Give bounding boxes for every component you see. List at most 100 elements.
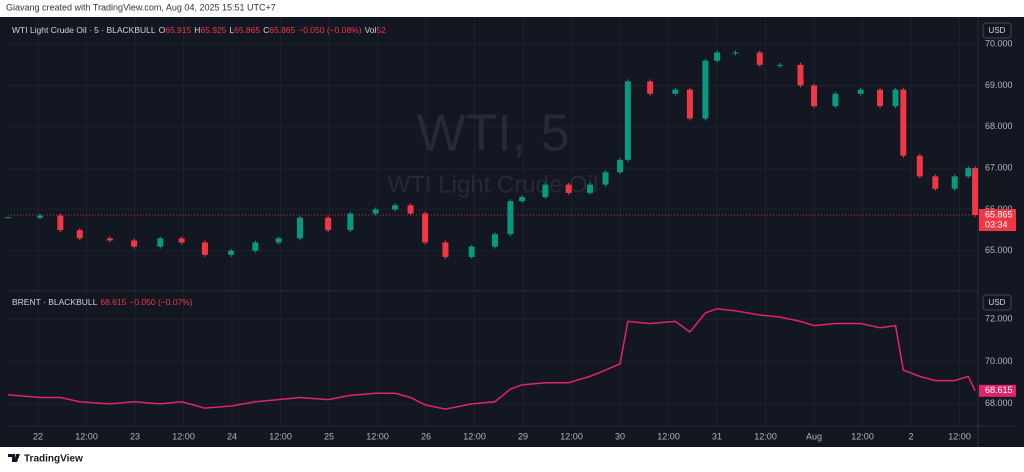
candle xyxy=(672,89,679,94)
candle xyxy=(519,197,526,202)
candle xyxy=(542,184,549,198)
x-tick-label: 12:00 xyxy=(560,431,583,441)
x-tick-label: 26 xyxy=(421,431,431,441)
last-price-tag xyxy=(979,209,1016,232)
candle xyxy=(252,242,259,251)
legend-name: BRENT · BLACKBULL xyxy=(12,297,98,307)
brand: TradingView xyxy=(24,454,83,465)
currency: USD xyxy=(989,298,1006,307)
candle xyxy=(392,205,399,210)
legend-value: 65.915 xyxy=(165,25,191,35)
legend-value: 65.925 xyxy=(200,25,226,35)
candle xyxy=(275,238,282,243)
legend-key: L xyxy=(229,25,234,35)
x-tick-label: 12:00 xyxy=(366,431,389,441)
candle xyxy=(756,52,763,65)
legend-value: 65.865 xyxy=(269,25,295,35)
candle xyxy=(602,172,609,185)
x-tick-label: 30 xyxy=(615,431,625,441)
candle xyxy=(702,60,709,119)
candle xyxy=(106,238,113,241)
legend: WTI Light Crude Oil · 5 · BLACKBULL O65.9… xyxy=(12,25,386,35)
x-tick-label: 22 xyxy=(33,431,43,441)
currency-button xyxy=(982,294,1012,311)
x-tick-label: 31 xyxy=(712,431,722,441)
candle xyxy=(201,242,208,255)
x-tick-label: 12:00 xyxy=(851,431,874,441)
legend-key: C xyxy=(263,25,269,35)
x-tick-label: 12:00 xyxy=(754,431,777,441)
candle xyxy=(965,168,972,177)
y-tick-label: 69.000 xyxy=(985,80,1013,90)
tv-logo xyxy=(8,454,20,462)
watermark: WTI, 5 xyxy=(416,105,569,163)
candle xyxy=(951,176,958,189)
x-tick-label: 12:00 xyxy=(172,431,195,441)
legend-vol-key: Vol xyxy=(365,25,377,35)
y-tick-label: 70.000 xyxy=(985,39,1013,49)
candle xyxy=(37,215,44,218)
candle xyxy=(372,209,379,214)
last-price-label: 68.615 xyxy=(985,385,1013,395)
candle xyxy=(732,52,739,54)
candle xyxy=(892,89,899,107)
candle xyxy=(900,89,907,156)
x-tick-label: 12:00 xyxy=(657,431,680,441)
x-tick-label: 12:00 xyxy=(75,431,98,441)
y-tick-label: 70.000 xyxy=(985,356,1013,366)
legend-key: H xyxy=(194,25,200,35)
candle xyxy=(714,52,721,61)
candle xyxy=(407,205,414,214)
legend-vol: 52 xyxy=(376,25,386,35)
candle xyxy=(916,155,923,177)
candle xyxy=(157,238,164,247)
x-tick-label: 24 xyxy=(227,431,237,441)
countdown: 03:34 xyxy=(985,219,1008,229)
x-tick-label: Aug xyxy=(806,431,822,441)
y-tick-label: 67.000 xyxy=(985,162,1013,172)
candle xyxy=(797,64,804,86)
price-line xyxy=(7,307,976,410)
x-tick-label: 23 xyxy=(130,431,140,441)
candle xyxy=(811,85,818,107)
candle xyxy=(131,240,138,247)
candle xyxy=(57,215,64,231)
y-tick-label: 65.000 xyxy=(985,245,1013,255)
candle xyxy=(468,246,475,257)
currency-button xyxy=(982,22,1012,39)
candle xyxy=(347,213,354,231)
y-tick-label: 72.000 xyxy=(985,314,1013,324)
candle xyxy=(587,184,593,193)
candle xyxy=(832,93,839,107)
candle xyxy=(5,217,11,219)
candle xyxy=(617,159,624,173)
y-tick-label: 68.000 xyxy=(985,121,1013,131)
candle xyxy=(972,168,979,216)
y-tick-label: 68.000 xyxy=(985,398,1013,408)
candle xyxy=(777,64,784,66)
legend-key: O xyxy=(159,25,166,35)
candle xyxy=(491,234,498,247)
candle xyxy=(76,230,83,239)
watermark-sub: WTI Light Crude Oil xyxy=(388,171,599,198)
candle xyxy=(228,250,235,255)
x-tick-label: 29 xyxy=(518,431,528,441)
candle xyxy=(932,176,939,189)
last-price-label: 65.865 xyxy=(985,209,1013,219)
candle xyxy=(178,238,185,243)
legend-price: 68.615 xyxy=(100,297,126,307)
currency: USD xyxy=(989,26,1006,35)
y-tick-label: 66.000 xyxy=(985,204,1013,214)
legend-change: −0.050 (−0.07%) xyxy=(129,297,192,307)
candle xyxy=(442,242,449,257)
legend-value: 65.865 xyxy=(234,25,260,35)
x-tick-label: 2 xyxy=(909,431,914,441)
candle xyxy=(877,89,884,107)
x-tick-label: 12:00 xyxy=(948,431,971,441)
candle xyxy=(647,81,654,94)
x-tick-label: 12:00 xyxy=(269,431,292,441)
candle xyxy=(507,201,514,235)
candle xyxy=(624,81,631,160)
